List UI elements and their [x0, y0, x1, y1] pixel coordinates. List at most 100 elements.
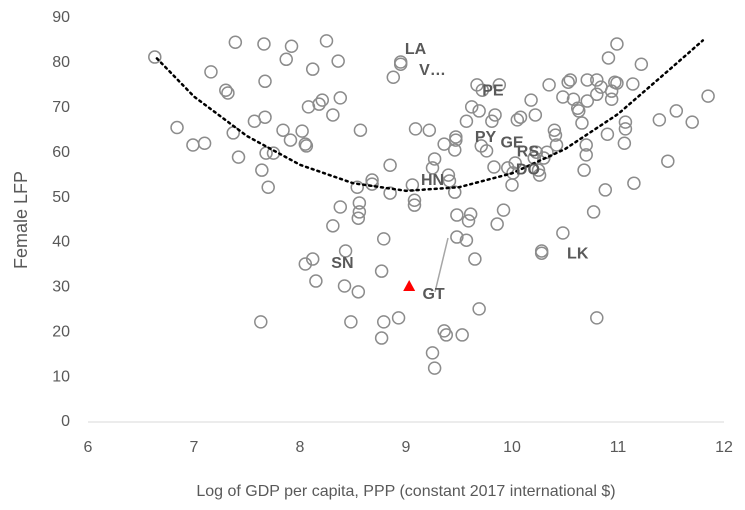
scatter-point [374, 264, 389, 278]
scatter-point [448, 185, 462, 199]
scatter-point [408, 122, 423, 136]
scatter-point [170, 120, 184, 135]
scatter-point [540, 145, 554, 159]
scatter-point [148, 50, 162, 64]
scatter-point [352, 205, 367, 219]
scatter-point [259, 146, 273, 160]
scatter-point [439, 328, 454, 342]
scatter-point [258, 74, 272, 89]
scatter-point [556, 226, 570, 240]
scatter-point [590, 73, 604, 87]
scatter-point [505, 178, 519, 192]
point-label: GT [422, 286, 444, 303]
scatter-point [407, 193, 422, 207]
scatter-point [563, 73, 578, 87]
scatter-point [257, 37, 271, 51]
scatter-point [532, 168, 547, 182]
scatter-point [534, 246, 549, 260]
point-label: HN [421, 172, 444, 189]
scatter-point [510, 113, 525, 127]
scatter-point [422, 123, 437, 137]
scatter-point [610, 76, 624, 90]
scatter-point [331, 54, 345, 68]
scatter-point [547, 123, 562, 137]
y-tick-label: 60 [52, 144, 70, 161]
scatter-point [351, 285, 366, 299]
scatter-point [442, 174, 457, 188]
scatter-point [468, 252, 482, 266]
point-label: LK [567, 245, 589, 262]
scatter-point [305, 252, 320, 266]
scatter-point [600, 127, 615, 142]
scatter-point [572, 104, 586, 118]
scatter-point [459, 114, 474, 128]
scatter-point [353, 123, 368, 137]
x-tick-label: 7 [190, 439, 199, 456]
scatter-point [254, 315, 268, 329]
scatter-point [276, 123, 290, 137]
scatter-point [506, 166, 520, 180]
scatter-point [542, 78, 556, 92]
scatter-point [618, 115, 633, 129]
x-tick-label: 11 [610, 439, 627, 456]
scatter-point [425, 346, 440, 360]
scatter-point [575, 116, 589, 130]
point-label: LA [405, 41, 427, 58]
scatter-point [549, 138, 564, 152]
scatter-point [437, 137, 451, 151]
scatter-point [407, 198, 422, 212]
scatter-point [351, 211, 366, 225]
scatter-point [488, 108, 502, 122]
scatter-point [309, 274, 323, 288]
scatter-point [579, 138, 593, 152]
point-label: PE [482, 82, 504, 99]
scatter-point [450, 208, 464, 222]
point-label: PY [475, 129, 497, 146]
scatter-point [326, 219, 340, 233]
scatter-point [463, 207, 478, 221]
scatter-point [298, 257, 313, 271]
scatter-point [669, 104, 684, 118]
scatter-point [561, 75, 575, 89]
x-tick-label: 8 [296, 439, 305, 456]
scatter-point [197, 136, 212, 150]
scatter-point [601, 51, 616, 65]
scatter-point [228, 35, 243, 49]
scatter-point [604, 92, 619, 106]
y-tick-label: 80 [52, 54, 70, 71]
scatter-point [261, 180, 275, 194]
scatter-point [485, 114, 499, 128]
scatter-point [450, 230, 464, 244]
scatter-point [701, 89, 715, 103]
scatter-point [204, 65, 218, 79]
scatter-point [333, 200, 348, 214]
scatter-point [479, 144, 494, 158]
scatter-point [448, 143, 462, 157]
scatter-point [221, 86, 235, 100]
scatter-point [531, 163, 546, 177]
scatter-point [391, 311, 406, 325]
y-tick-label: 30 [52, 279, 70, 296]
point-label: DO [516, 161, 540, 178]
scatter-point [634, 57, 649, 71]
x-tick-label: 12 [715, 439, 733, 456]
scatter-point [580, 73, 595, 87]
trendline [155, 39, 705, 193]
scatter-point [386, 70, 401, 85]
scatter-point [548, 128, 563, 142]
scatter-point [312, 97, 326, 111]
point-label: V… [419, 62, 446, 79]
scatter-point [490, 217, 504, 231]
scatter-point [219, 83, 233, 98]
scatter-point [508, 156, 522, 170]
scatter-point [295, 124, 309, 138]
highlight-point [403, 279, 416, 291]
scatter-point [299, 139, 314, 153]
scatter-point [626, 77, 640, 91]
point-label: GE [500, 134, 523, 151]
point-label: RS [517, 143, 540, 160]
scatter-point [449, 133, 463, 147]
scatter-point [247, 114, 262, 128]
scatter-point [487, 160, 501, 174]
y-axis-title: Female LFP [11, 171, 31, 269]
